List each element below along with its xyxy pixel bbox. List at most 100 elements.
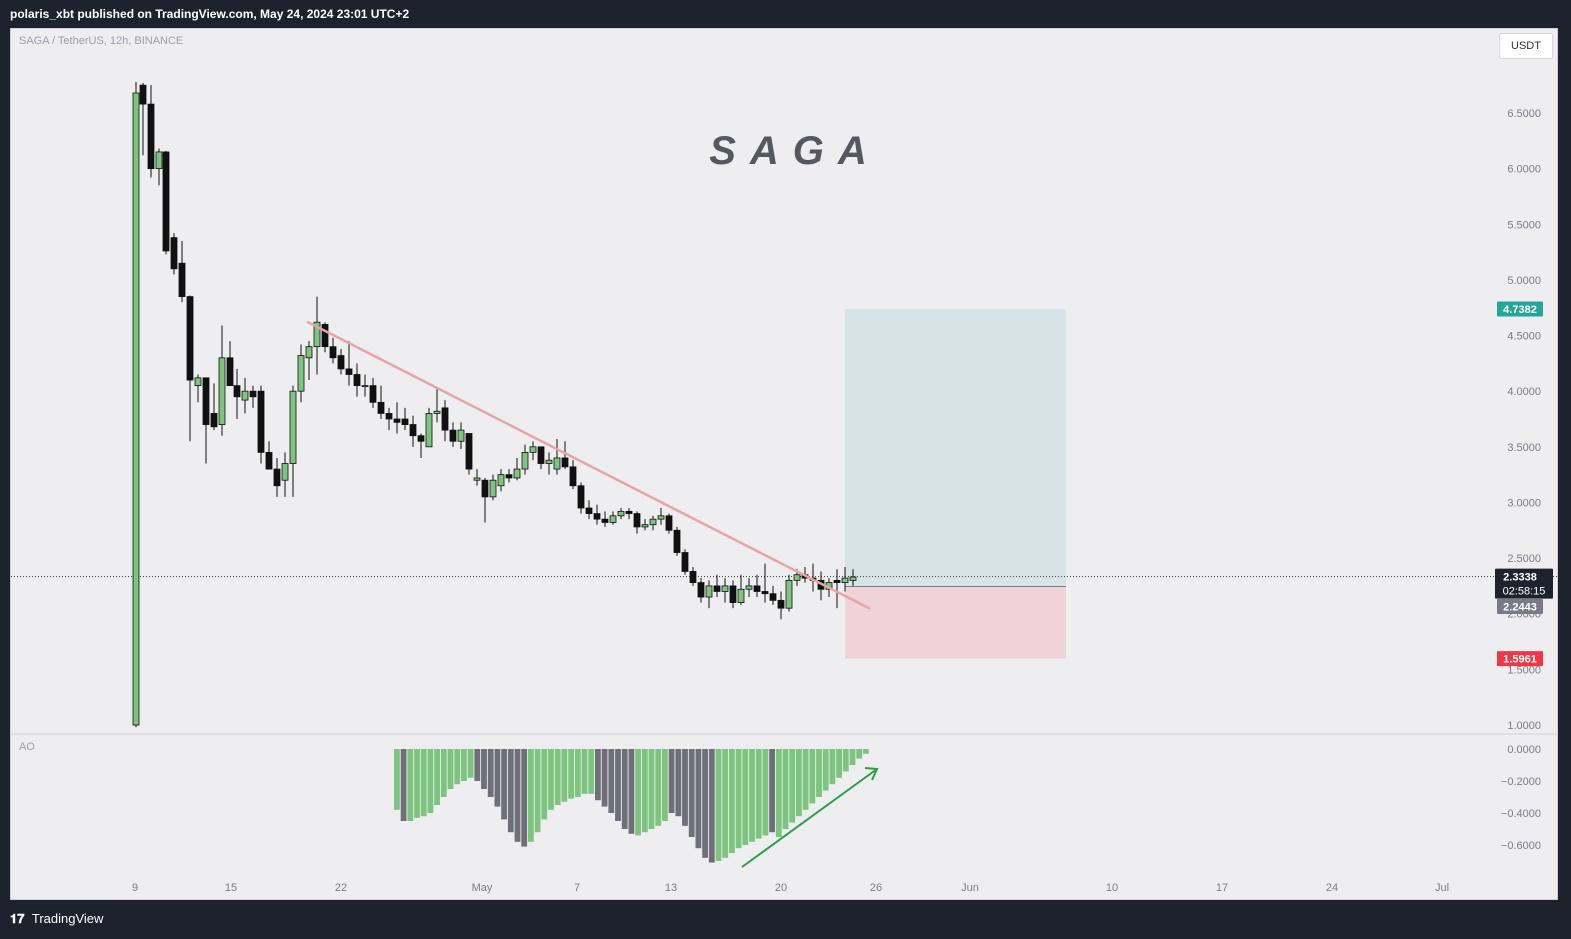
ao-bar — [414, 749, 420, 818]
candle-body — [409, 424, 417, 437]
price-tick-label: 1.5000 — [1507, 664, 1541, 676]
candle-body — [337, 355, 345, 370]
target-zone — [845, 309, 1066, 587]
candle-body — [321, 324, 329, 348]
chart-area[interactable]: 6.5000 6.0000 5.5000 5.0000 4.5000 4.0000 3.50… — [10, 28, 1558, 900]
candle-body — [737, 588, 745, 603]
candle-body — [353, 374, 361, 387]
ao-bar — [742, 749, 749, 845]
ao-bar — [521, 749, 528, 847]
ao-bar — [702, 749, 708, 858]
ao-bar — [755, 749, 762, 839]
candle-body — [777, 599, 785, 609]
ao-bar — [528, 749, 534, 842]
ao-bar — [568, 749, 574, 799]
current-price-label-bg — [1495, 568, 1553, 599]
candle-body — [186, 296, 194, 381]
candle-body — [753, 585, 761, 592]
ao-bar — [735, 749, 742, 849]
ao-indicator-label[interactable]: AO — [19, 741, 35, 753]
candle-body — [377, 401, 385, 414]
ao-bar — [775, 749, 782, 837]
candle-body — [641, 524, 649, 528]
candles — [132, 81, 857, 728]
ao-bar — [407, 749, 414, 821]
publisher-text: polaris_xbt published on TradingView.com… — [10, 7, 410, 21]
candle-body — [697, 582, 705, 598]
candle-body — [681, 552, 689, 572]
ao-bar — [829, 749, 836, 785]
brand-label: TradingView — [31, 911, 104, 926]
ao-bar — [668, 749, 675, 813]
chart-canvas[interactable]: 6.5000 6.0000 5.5000 5.0000 4.5000 4.0000 3.50… — [11, 29, 1558, 900]
candle-body — [545, 459, 553, 464]
price-tick-label: 2.5000 — [1507, 553, 1541, 565]
symbol-legend[interactable]: SAGA / TetherUS, 12h, BINANCE — [19, 35, 184, 47]
entry-price-label-bg — [1497, 599, 1543, 615]
tradingview-logo-icon: 𝟏𝟕 — [10, 911, 25, 926]
candle-body — [178, 262, 186, 298]
entry-price-label: 2.2443 — [1503, 602, 1537, 614]
price-tick-label: 6.5000 — [1507, 108, 1541, 120]
ao-bar — [420, 749, 427, 817]
time-tick-label: 22 — [335, 882, 347, 894]
candle-body — [593, 513, 601, 520]
candle-body — [689, 571, 697, 583]
ao-bar — [749, 749, 755, 842]
ao-bar — [440, 749, 447, 797]
time-tick-label: May — [472, 882, 493, 894]
candle-body — [441, 407, 449, 431]
ao-bar — [836, 749, 842, 778]
candle-body — [849, 576, 857, 581]
target-price-label: 4.7382 — [1503, 304, 1537, 316]
ao-bar — [434, 749, 440, 805]
ao-bar — [849, 749, 856, 765]
candle-body — [521, 451, 529, 470]
ao-tick-label: 0.0000 — [1507, 744, 1541, 756]
ao-bar — [796, 749, 802, 817]
trendline — [306, 320, 871, 610]
candle-body — [289, 390, 297, 464]
ao-bar — [581, 749, 588, 794]
ao-bar — [856, 749, 863, 759]
ao-bar — [534, 749, 541, 833]
candle-body — [147, 103, 155, 170]
price-labels: 4.7382 2.3338 02:58:15 2.2443 1.5961 — [1495, 301, 1553, 667]
candle-body — [609, 515, 617, 523]
time-tick-label: 20 — [775, 882, 787, 894]
ao-bar — [695, 749, 702, 849]
currency-selector[interactable]: USDT — [1499, 33, 1553, 59]
candle-body — [473, 477, 481, 481]
ao-histogram — [394, 749, 879, 868]
candle-body — [313, 321, 321, 348]
candle-body — [425, 413, 433, 448]
candle-body — [139, 84, 147, 105]
candle-body — [241, 390, 249, 401]
ao-bar — [467, 749, 474, 778]
time-tick-label: 17 — [1216, 882, 1228, 894]
ao-bar — [454, 749, 461, 785]
ao-bar — [554, 749, 561, 805]
candle-body — [162, 151, 170, 252]
trendline-layer — [306, 320, 871, 610]
candle-body — [170, 237, 178, 270]
ao-bar — [648, 749, 655, 829]
candle-body — [132, 92, 140, 726]
candle-body — [281, 463, 289, 481]
candle-body — [449, 429, 457, 442]
ao-bar — [427, 749, 434, 813]
price-tick-label: 4.5000 — [1507, 331, 1541, 343]
candle-body — [577, 485, 585, 509]
ao-bar — [574, 749, 581, 797]
candle-body — [369, 385, 377, 403]
candle-body — [297, 355, 305, 392]
candle-body — [305, 346, 313, 359]
candle-body — [633, 513, 641, 528]
time-tick-label: 15 — [225, 882, 237, 894]
stop-zone — [845, 586, 1066, 659]
candle-body — [561, 457, 569, 468]
ao-bar — [842, 749, 849, 772]
ao-bar — [561, 749, 568, 802]
ao-bar — [822, 749, 829, 791]
candle-body — [257, 390, 265, 453]
